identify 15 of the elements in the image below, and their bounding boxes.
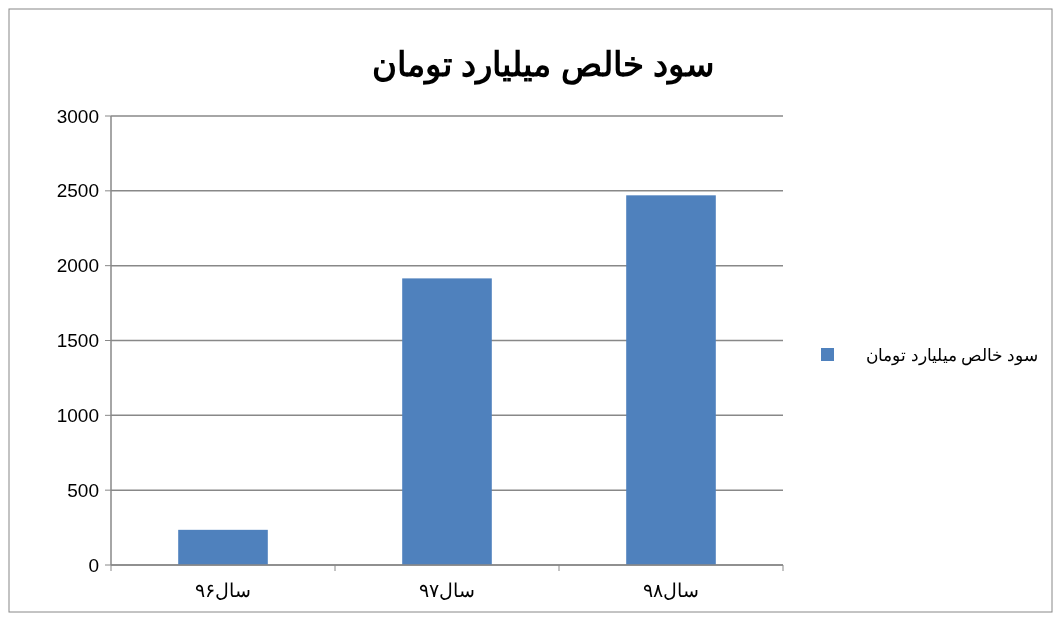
y-tick-label: 2500 (56, 180, 99, 202)
y-tick-label: 3000 (56, 105, 99, 127)
bar (402, 278, 492, 565)
y-tick-label: 2000 (56, 255, 99, 277)
y-tick-label: 0 (88, 554, 99, 576)
y-tick-label: 500 (67, 479, 99, 501)
y-tick-label: 1000 (56, 404, 99, 426)
bar (178, 529, 268, 565)
x-tick-label: سال۹۸ (643, 580, 699, 601)
legend-label: سود خالص میلیارد تومان (866, 345, 1038, 366)
y-tick-label: 1500 (56, 330, 99, 352)
x-tick-label: سال۹۶ (195, 580, 251, 601)
chart-title: سود خالص میلیارد تومان (371, 45, 715, 85)
x-tick-label: سال۹۷ (419, 580, 475, 601)
bar (626, 195, 716, 565)
